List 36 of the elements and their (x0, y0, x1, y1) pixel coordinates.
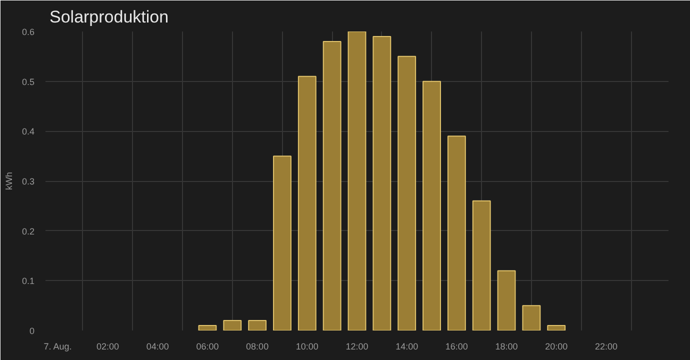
x-tick-label: 16:00 (445, 342, 468, 352)
bar (472, 200, 491, 330)
bar (497, 270, 516, 330)
bar (298, 76, 316, 330)
y-tick-label: 0.5 (22, 76, 35, 87)
y-tick-label: 0.2 (22, 226, 35, 236)
x-tick-label: 18:00 (495, 342, 518, 352)
x-tick-label: 10:00 (296, 342, 318, 352)
bar (248, 320, 267, 330)
x-tick-label: 22:00 (594, 342, 618, 352)
y-tick-label: 0.3 (22, 176, 35, 186)
chart-title: Solarproduktion (50, 8, 169, 26)
bar (198, 325, 217, 330)
x-tick-label: 06:00 (196, 342, 219, 352)
x-tick-label: 04:00 (146, 342, 169, 352)
y-tick-label: 0.6 (22, 27, 35, 37)
y-axis-title: kWh (4, 172, 14, 190)
x-tick-label: 7. Aug. (44, 342, 72, 352)
bar (223, 320, 242, 330)
y-tick-label: 0.4 (22, 126, 35, 137)
bar (522, 305, 541, 330)
bar (273, 156, 292, 330)
bar (372, 36, 392, 330)
x-tick-label: 20:00 (545, 342, 568, 352)
bar (322, 40, 342, 330)
x-tick-label: 14:00 (396, 342, 418, 352)
bar (547, 325, 566, 330)
x-tick-label: 08:00 (246, 342, 269, 352)
bar (422, 80, 441, 330)
bar (348, 32, 366, 330)
bar (447, 136, 466, 330)
x-tick-label: 12:00 (346, 342, 368, 352)
bar (398, 56, 416, 330)
y-tick-label: 0 (29, 326, 35, 336)
y-tick-label: 0.1 (22, 276, 35, 286)
x-tick-label: 02:00 (96, 342, 120, 352)
